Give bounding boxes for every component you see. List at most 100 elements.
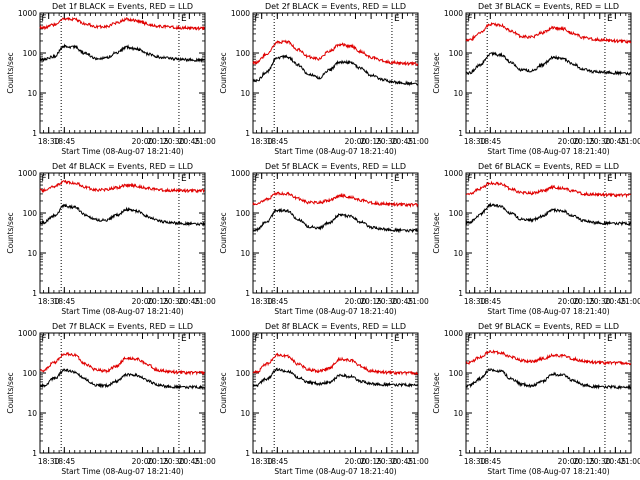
y-tick-label: 1: [32, 449, 37, 458]
x-axis-label: Start Time (08-Aug-07 18:21:40): [487, 307, 609, 316]
panel-title: Det 3f BLACK = Events, RED = LLD: [478, 2, 619, 11]
x-tick-label: 20:15: [360, 137, 382, 146]
x-tick-label: 20:00: [345, 297, 367, 306]
y-tick-label: 1: [32, 289, 37, 298]
panel-5: Det 5f BLACK = Events, RED = LLD 1 10 100 10…: [219, 162, 429, 316]
x-tick-label: 21:00: [407, 137, 429, 146]
series-line-events: [465, 202, 632, 227]
x-tick-label: 18:30: [38, 457, 60, 466]
segment-marker-f: F: [254, 174, 259, 184]
series-line-events: [39, 368, 205, 390]
x-tick-label: 20:00: [558, 457, 580, 466]
y-tick-label: 10: [27, 89, 37, 98]
x-tick-label: 20:45: [179, 457, 201, 466]
x-tick-label: 21:00: [620, 137, 640, 146]
x-axis-label: Start Time (08-Aug-07 18:21:40): [487, 467, 609, 476]
x-tick-label: 21:00: [620, 297, 640, 306]
x-tick-label: 20:30: [589, 457, 611, 466]
y-tick-label: 10: [240, 89, 250, 98]
plot-frame: [39, 332, 206, 454]
series-line-events: [40, 43, 205, 64]
x-tick-label: 20:00: [345, 137, 367, 146]
x-tick-label: 21:00: [407, 297, 429, 306]
x-axis-label: Start Time (08-Aug-07 18:21:40): [61, 147, 183, 156]
series-line-lld: [465, 21, 632, 45]
panel-title: Det 6f BLACK = Events, RED = LLD: [478, 162, 619, 171]
plot-frame: [465, 332, 632, 454]
segment-marker-f: F: [254, 14, 259, 24]
panel-1: Det 1f BLACK = Events, RED = LLD 1 10 100 10…: [6, 2, 216, 156]
y-tick-label: 1000: [231, 9, 250, 18]
y-tick-label: 100: [23, 209, 38, 218]
panel-2: Det 2f BLACK = Events, RED = LLD 1 10 100 10…: [219, 2, 429, 156]
panel-4: Det 4f BLACK = Events, RED = LLD 1 10 100 10…: [6, 162, 216, 316]
y-tick-label: 10: [453, 89, 463, 98]
series-line-events: [465, 51, 631, 76]
panel-title: Det 4f BLACK = Events, RED = LLD: [52, 162, 193, 171]
y-tick-label: 1000: [18, 169, 37, 178]
x-tick-label: 20:45: [605, 297, 627, 306]
y-tick-label: 100: [23, 369, 38, 378]
y-tick-label: 1: [245, 449, 250, 458]
panel-title: Det 2f BLACK = Events, RED = LLD: [265, 2, 406, 11]
x-tick-label: 20:30: [376, 297, 398, 306]
x-tick-label: 21:00: [620, 457, 640, 466]
x-tick-label: 18:30: [38, 137, 60, 146]
y-tick-label: 100: [449, 209, 464, 218]
series-line-events: [252, 367, 419, 388]
y-tick-label: 10: [240, 409, 250, 418]
x-tick-label: 18:30: [38, 297, 60, 306]
y-tick-label: 1000: [231, 329, 250, 338]
x-tick-label: 18:45: [54, 137, 76, 146]
x-tick-label: 20:15: [147, 457, 169, 466]
y-axis-label: Counts/sec: [219, 52, 228, 93]
series-line-events: [39, 203, 206, 227]
x-tick-label: 21:00: [194, 137, 216, 146]
y-axis-label: Counts/sec: [432, 372, 441, 413]
x-tick-label: 20:15: [573, 297, 595, 306]
y-axis-label: Counts/sec: [219, 372, 228, 413]
segment-marker-f: F: [467, 14, 472, 24]
panel-title: Det 5f BLACK = Events, RED = LLD: [265, 162, 406, 171]
panel-title: Det 9f BLACK = Events, RED = LLD: [478, 322, 619, 331]
plot-frame: [252, 332, 419, 454]
x-tick-label: 18:30: [251, 297, 273, 306]
plot-frame: [39, 12, 206, 134]
segment-marker-f: F: [41, 14, 46, 24]
panel-title: Det 7f BLACK = Events, RED = LLD: [52, 322, 193, 331]
y-tick-label: 100: [449, 369, 464, 378]
segment-marker-e: E: [607, 174, 613, 184]
series-line-events: [252, 54, 419, 87]
panel-6: Det 6f BLACK = Events, RED = LLD 1 10 100 10…: [432, 162, 640, 316]
segment-marker-f: F: [41, 174, 46, 184]
x-tick-label: 20:30: [589, 137, 611, 146]
series-line-lld: [252, 191, 419, 208]
y-axis-label: Counts/sec: [432, 52, 441, 93]
segment-marker-f: F: [467, 174, 472, 184]
y-tick-label: 1: [245, 129, 250, 138]
segment-marker-e: E: [607, 334, 613, 344]
series-line-lld: [465, 180, 631, 199]
x-tick-label: 20:45: [605, 457, 627, 466]
segment-marker-e: E: [181, 174, 187, 184]
plot-frame: [252, 12, 419, 134]
x-tick-label: 20:15: [573, 137, 595, 146]
y-tick-label: 1: [458, 289, 463, 298]
x-tick-label: 20:15: [360, 457, 382, 466]
y-axis-label: Counts/sec: [6, 372, 15, 413]
segment-marker-e: E: [181, 334, 187, 344]
panel-3: Det 3f BLACK = Events, RED = LLD 1 10 100 10…: [432, 2, 640, 156]
x-axis-label: Start Time (08-Aug-07 18:21:40): [274, 307, 396, 316]
x-tick-label: 18:45: [267, 297, 289, 306]
y-tick-label: 100: [23, 49, 38, 58]
panel-title: Det 8f BLACK = Events, RED = LLD: [265, 322, 406, 331]
segment-marker-e: E: [394, 14, 400, 24]
x-tick-label: 20:15: [573, 457, 595, 466]
x-tick-label: 20:30: [376, 457, 398, 466]
y-tick-label: 10: [453, 409, 463, 418]
x-tick-label: 18:45: [267, 457, 289, 466]
x-tick-label: 20:00: [345, 457, 367, 466]
y-tick-label: 1000: [444, 329, 463, 338]
x-axis-label: Start Time (08-Aug-07 18:21:40): [61, 307, 183, 316]
segment-marker-f: F: [467, 334, 472, 344]
